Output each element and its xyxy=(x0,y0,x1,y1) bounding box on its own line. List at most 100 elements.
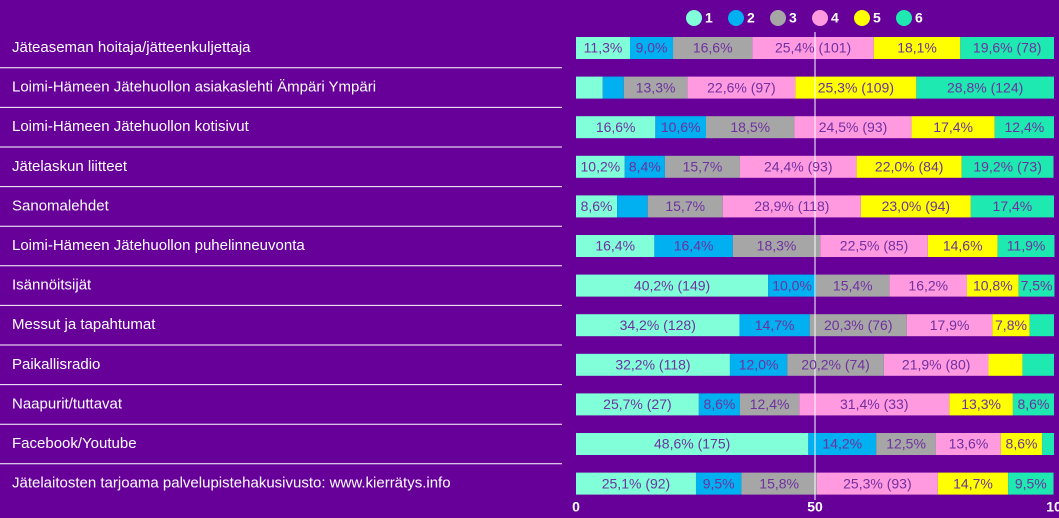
category-label: Messut ja tapahtumat xyxy=(12,316,156,333)
value-label: 14,7% xyxy=(755,317,795,333)
value-label: 11,9% xyxy=(1007,238,1046,254)
bar-segment xyxy=(876,433,936,455)
value-label: 32,2% (118) xyxy=(615,357,690,373)
value-label: 20,3% (76) xyxy=(824,317,892,333)
bar-segment xyxy=(739,155,857,178)
bar-segment xyxy=(809,314,907,337)
legend-swatch xyxy=(728,10,744,26)
bar-segment xyxy=(1029,314,1054,337)
bar-segment xyxy=(988,353,1023,376)
bar-segment xyxy=(795,76,917,99)
value-label: 25,7% (27) xyxy=(603,396,671,412)
value-label: 10,8% xyxy=(973,277,1013,293)
bar-segment xyxy=(860,195,971,218)
bar-segment xyxy=(967,274,1019,297)
bar-segment xyxy=(576,433,809,455)
bar-segment xyxy=(856,155,962,178)
category-label: Loimi-Hämeen Jätehuollon asiakaslehti Äm… xyxy=(12,79,376,96)
bar-segment xyxy=(732,235,821,257)
legend-label: 1 xyxy=(705,10,713,26)
bar-segment xyxy=(698,393,740,416)
category-label: Isännöitsijät xyxy=(12,277,92,294)
value-label: 28,9% (118) xyxy=(754,198,829,214)
category-label: Jätelaskun liitteet xyxy=(12,158,128,175)
value-label: 25,1% (92) xyxy=(602,475,670,491)
bar-segment xyxy=(992,314,1030,337)
value-label: 34,2% (128) xyxy=(620,317,696,333)
value-label: 8,6% xyxy=(581,198,613,214)
value-label: 16,2% xyxy=(908,277,948,293)
value-label: 12,0% xyxy=(739,357,779,373)
bar-segment xyxy=(624,155,665,178)
bar-segment xyxy=(576,353,730,376)
category-label: Loimi-Hämeen Jätehuollon puhelinneuvonta xyxy=(12,237,305,254)
bar-segment xyxy=(961,155,1054,178)
legend-label: 5 xyxy=(873,10,881,26)
value-label: 11,3% xyxy=(584,40,623,56)
value-label: 16,4% xyxy=(595,238,635,254)
bar-segment xyxy=(883,353,989,376)
bar-segment xyxy=(916,76,1054,99)
value-label: 14,7% xyxy=(953,475,993,491)
value-label: 22,0% (84) xyxy=(875,159,943,175)
bar-segment xyxy=(815,274,890,297)
bar-segment xyxy=(1022,353,1054,376)
value-label: 8,6% xyxy=(1017,396,1049,412)
bar-segment xyxy=(937,472,1009,495)
bar-segment xyxy=(752,37,874,59)
value-label: 9,5% xyxy=(1015,475,1047,491)
legend-swatch xyxy=(854,10,870,26)
value-label: 12,4% xyxy=(1005,119,1045,135)
bar-segment xyxy=(1018,274,1055,297)
value-label: 15,4% xyxy=(833,277,873,293)
value-label: 16,4% xyxy=(674,238,714,254)
value-label: 15,7% xyxy=(683,159,723,175)
value-label: 7,8% xyxy=(995,317,1027,333)
bar-segment xyxy=(655,116,707,139)
value-label: 9,0% xyxy=(636,40,668,56)
value-label: 17,4% xyxy=(993,198,1033,214)
bar-segment xyxy=(706,116,795,139)
value-label: 14,2% xyxy=(822,436,862,452)
bar-segment xyxy=(739,314,810,337)
bar-segment xyxy=(729,353,788,376)
value-label: 23,0% (94) xyxy=(882,198,950,214)
bar-segment xyxy=(664,155,740,178)
bar-segment xyxy=(673,37,753,59)
bar-segment xyxy=(997,235,1055,257)
bar-segment xyxy=(576,37,631,59)
bar-segment xyxy=(576,155,625,178)
bar-segment xyxy=(889,274,968,297)
value-label: 24,4% (93) xyxy=(764,159,832,175)
bar-segment xyxy=(816,472,938,495)
category-label: Jätelaitosten tarjoama palvelupistehakus… xyxy=(12,475,451,492)
value-label: 25,3% (93) xyxy=(843,475,911,491)
bar-segment xyxy=(911,116,995,139)
x-tick-label: 0 xyxy=(572,499,580,515)
bar-segment xyxy=(576,274,769,297)
legend-label: 6 xyxy=(915,10,923,26)
value-label: 12,4% xyxy=(750,396,790,412)
bar-segment xyxy=(576,116,656,139)
legend-label: 3 xyxy=(789,10,797,26)
value-label: 13,3% xyxy=(961,396,1001,412)
bar-segment xyxy=(722,195,861,218)
category-label: Facebook/Youtube xyxy=(12,435,137,452)
bar-segment xyxy=(935,433,1001,455)
bar-segment xyxy=(576,314,740,337)
category-label: Loimi-Hämeen Jätehuollon kotisivut xyxy=(12,118,250,135)
bar-segment xyxy=(906,314,993,337)
value-label: 10,2% xyxy=(581,159,621,175)
category-label: Jäteaseman hoitaja/jätteenkuljettaja xyxy=(12,39,251,56)
bar-segment xyxy=(787,353,884,376)
value-label: 25,4% (101) xyxy=(775,40,851,56)
value-label: 19,2% (73) xyxy=(973,159,1041,175)
value-label: 17,4% xyxy=(933,119,973,135)
x-tick-label: 50 xyxy=(807,499,823,515)
bar-segment xyxy=(799,393,950,416)
value-label: 8,6% xyxy=(703,396,735,412)
x-tick-label: 10 xyxy=(1046,499,1059,515)
bar-segment xyxy=(1012,393,1054,416)
bar-segment xyxy=(820,235,928,257)
